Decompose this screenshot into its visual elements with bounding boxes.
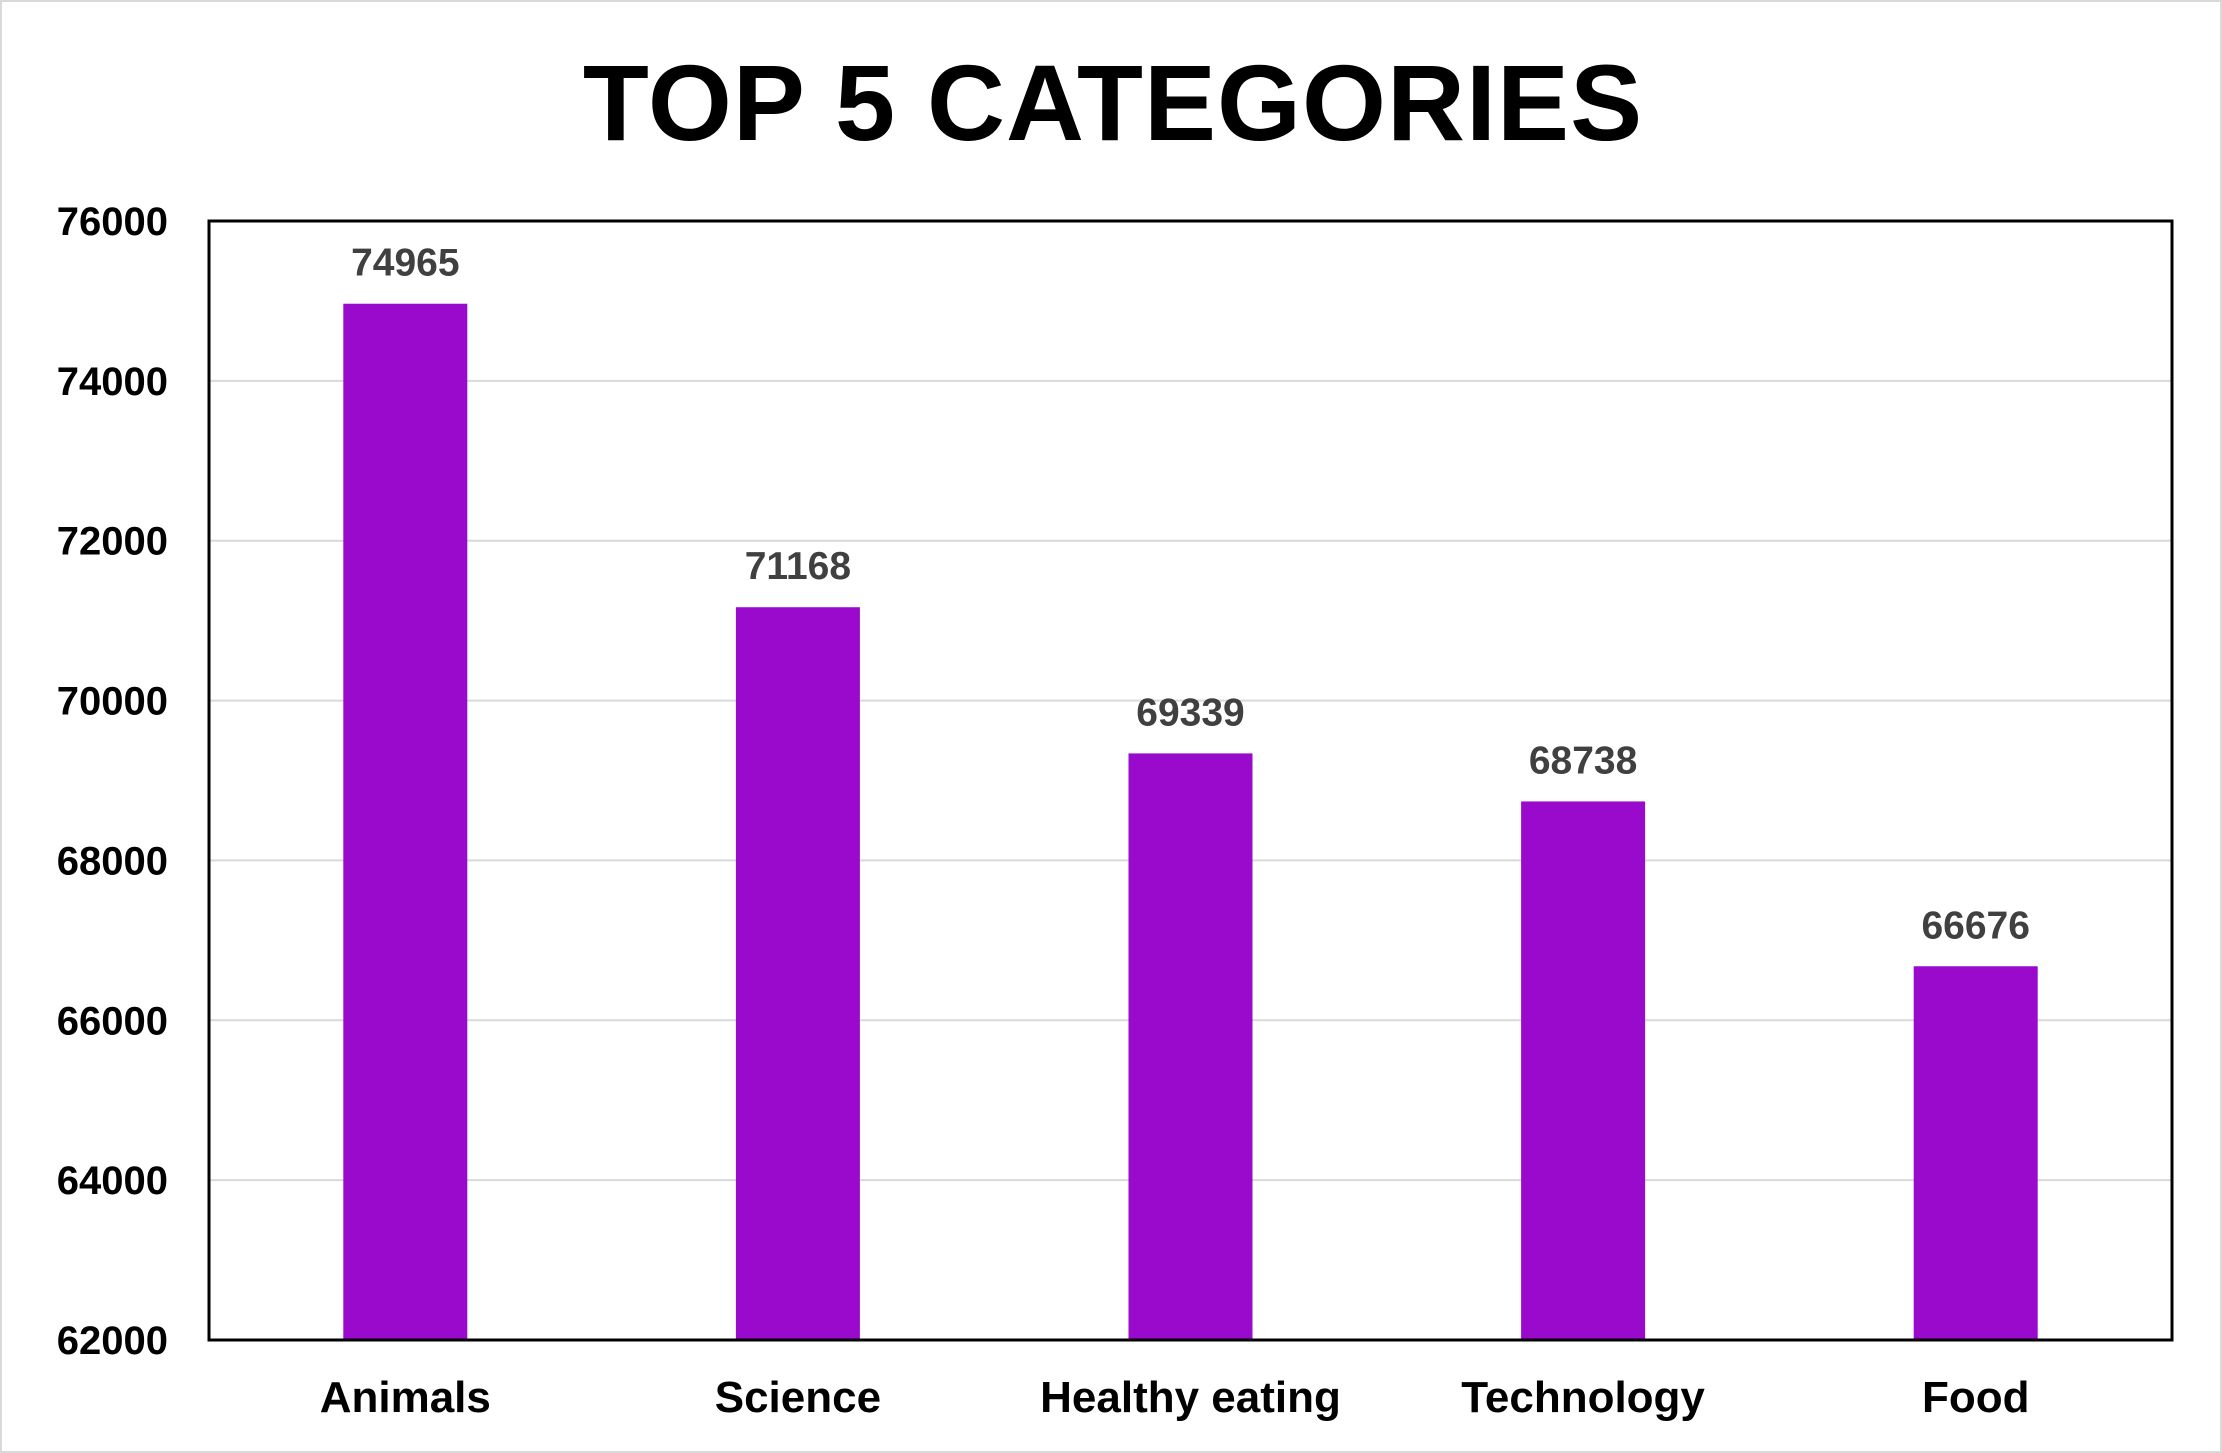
data-label: 69339 bbox=[1136, 691, 1244, 734]
data-label: 68738 bbox=[1529, 739, 1637, 782]
y-tick-label: 76000 bbox=[57, 200, 168, 244]
y-tick-label: 74000 bbox=[57, 360, 168, 404]
y-tick-label: 68000 bbox=[57, 839, 168, 883]
y-tick-label: 72000 bbox=[57, 520, 168, 564]
bar-animals bbox=[343, 303, 468, 1340]
y-tick-label: 62000 bbox=[57, 1319, 168, 1363]
x-tick-label: Animals bbox=[320, 1373, 491, 1422]
bar-food bbox=[1913, 966, 2038, 1340]
bar-science bbox=[735, 607, 860, 1340]
plot-area-border bbox=[207, 219, 2174, 1342]
y-tick-label: 66000 bbox=[57, 999, 168, 1043]
data-label: 74965 bbox=[351, 242, 459, 285]
chart-title: TOP 5 CATEGORIES bbox=[582, 42, 1644, 163]
y-tick-label: 70000 bbox=[57, 680, 168, 724]
x-tick-label: Science bbox=[715, 1373, 881, 1422]
data-label: 71168 bbox=[745, 545, 851, 588]
x-tick-label: Healthy eating bbox=[1040, 1373, 1341, 1422]
bar-healthy-eating bbox=[1128, 753, 1253, 1340]
x-tick-label: Food bbox=[1922, 1373, 2030, 1422]
x-tick-label: Technology bbox=[1461, 1373, 1705, 1422]
bar-technology bbox=[1521, 801, 1646, 1340]
y-tick-label: 64000 bbox=[57, 1159, 168, 1203]
data-label: 66676 bbox=[1921, 904, 2029, 947]
